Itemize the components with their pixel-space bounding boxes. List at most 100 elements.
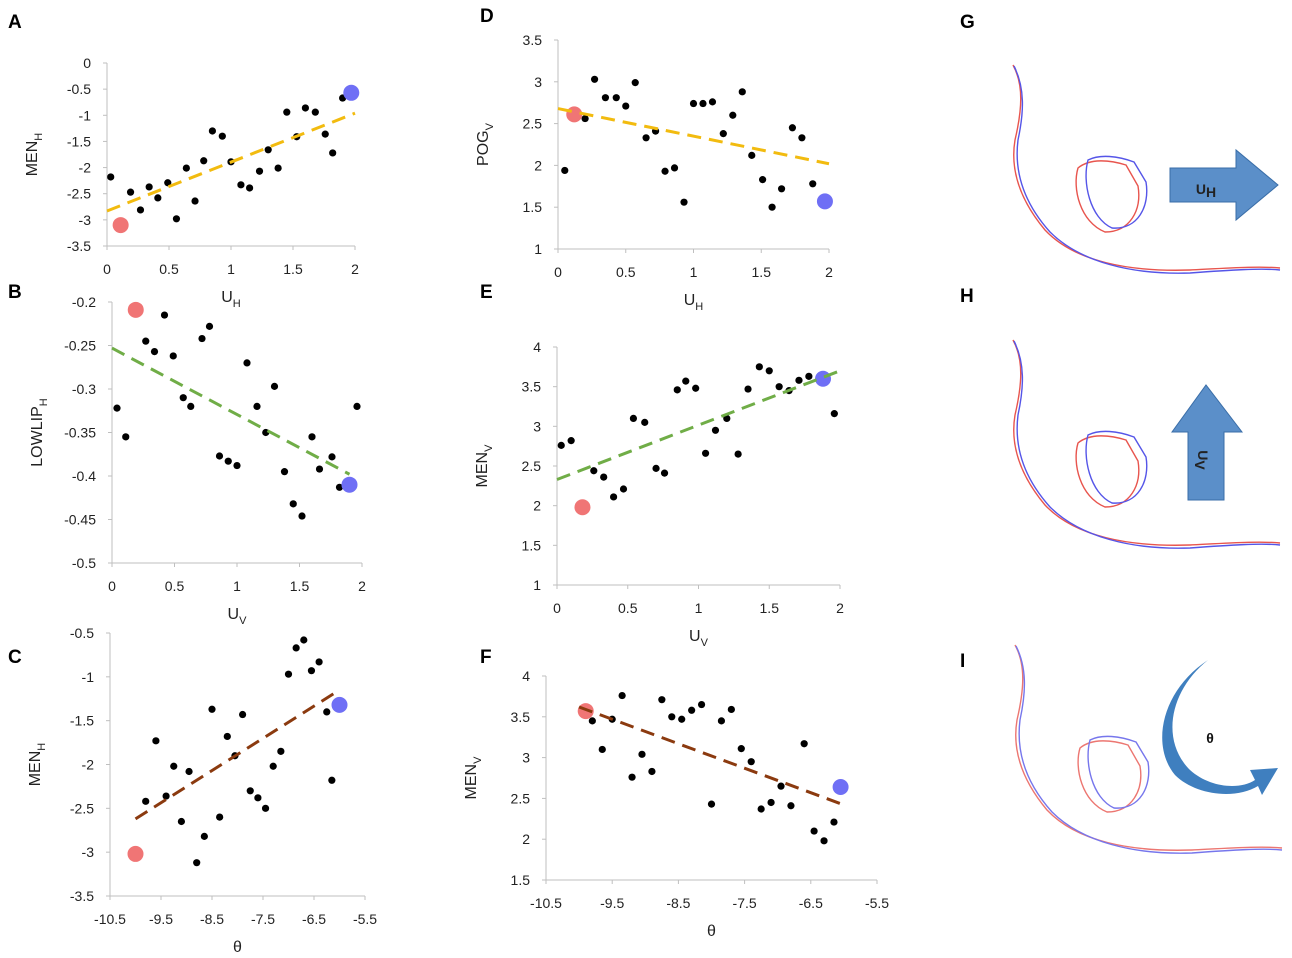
point xyxy=(289,500,297,508)
point xyxy=(798,134,806,142)
x-tick-label: 0 xyxy=(553,600,561,616)
x-tick-label: 1.5 xyxy=(290,578,310,594)
point xyxy=(270,382,279,390)
y-tick-label: -0.5 xyxy=(67,81,91,97)
point xyxy=(775,383,783,391)
x-axis-label: UH xyxy=(221,289,241,310)
y-axis-label: MENV xyxy=(474,444,495,488)
x-axis-label-main: θ xyxy=(233,939,242,956)
point xyxy=(768,203,776,211)
point xyxy=(717,717,726,725)
point xyxy=(748,151,756,159)
point xyxy=(152,737,160,745)
point xyxy=(274,164,282,172)
point xyxy=(154,194,162,202)
point xyxy=(692,384,700,392)
y-tick-label: 3 xyxy=(522,750,530,766)
point xyxy=(150,347,159,356)
point xyxy=(557,441,565,449)
y-tick-label: -3.5 xyxy=(70,888,94,904)
point xyxy=(701,449,710,457)
point xyxy=(767,798,775,807)
point xyxy=(223,732,231,741)
point xyxy=(246,184,254,192)
y-tick-label: 1.5 xyxy=(511,872,531,888)
panel-label: E xyxy=(480,282,493,303)
point xyxy=(648,767,656,776)
x-tick-label: -9.5 xyxy=(149,911,173,927)
y-tick-label: 3.5 xyxy=(522,379,542,395)
point xyxy=(642,134,650,142)
point xyxy=(658,696,666,704)
arrow-label-main: U xyxy=(1195,450,1211,460)
point xyxy=(127,301,144,318)
y-tick-label: -3 xyxy=(79,212,92,228)
panel-label: I xyxy=(960,651,965,672)
panel-label: D xyxy=(480,6,494,27)
point xyxy=(261,804,270,812)
x-axis-label-main: θ xyxy=(707,923,716,940)
y-tick-label: 2.5 xyxy=(523,116,543,132)
point xyxy=(670,164,679,172)
point xyxy=(723,414,731,422)
point xyxy=(328,453,336,461)
arrow-uh xyxy=(1169,148,1279,222)
x-tick-label: -10.5 xyxy=(94,911,126,927)
point xyxy=(218,132,226,140)
point xyxy=(590,467,598,475)
point xyxy=(328,776,336,784)
y-axis-label-sub: V xyxy=(484,122,496,130)
x-tick-label: -6.5 xyxy=(799,895,823,911)
point xyxy=(638,750,646,758)
point xyxy=(198,334,206,343)
point xyxy=(255,167,264,175)
y-tick-label: 3 xyxy=(534,74,542,90)
point xyxy=(815,370,832,387)
point xyxy=(680,198,688,206)
x-axis-label-sub: V xyxy=(239,615,247,627)
point xyxy=(187,402,195,410)
tongue-h xyxy=(1012,339,1281,549)
trendline xyxy=(106,111,356,213)
point xyxy=(678,715,686,723)
point xyxy=(610,493,618,501)
y-tick-label: -0.5 xyxy=(72,555,96,571)
point xyxy=(177,817,185,826)
y-axis-label: MENH xyxy=(27,743,48,787)
point xyxy=(738,88,746,96)
point xyxy=(719,130,727,138)
point xyxy=(682,377,690,385)
point xyxy=(777,782,785,790)
x-axis-label-sub: H xyxy=(233,298,241,310)
scatter-panel: C -0.5 -1 -1.5 -2 -2.5 -3 -3.5-10.5 -9.5 -8.5 -7.5… xyxy=(8,625,377,956)
point xyxy=(122,433,130,441)
y-tick-label: 2.5 xyxy=(522,458,542,474)
y-tick-label: -2 xyxy=(79,160,92,176)
y-axis-label-main: MEN xyxy=(24,141,41,177)
point xyxy=(254,794,262,802)
point xyxy=(185,767,193,776)
point xyxy=(264,146,272,154)
scatter-panel: F 1.5 2 2.5 3 3.5 4 -10.5 -9.5 -8.5 -7.5 -6.5 -5.5 θ M… xyxy=(463,647,889,940)
point xyxy=(727,705,735,714)
y-tick-label: 3.5 xyxy=(523,32,543,48)
y-tick-label: 2 xyxy=(533,498,541,514)
point xyxy=(233,461,241,470)
y-tick-label: 2 xyxy=(522,831,530,847)
x-tick-label: 0 xyxy=(554,264,562,280)
point xyxy=(308,433,316,441)
point xyxy=(298,512,306,520)
point xyxy=(280,468,289,476)
y-tick-label: -1.5 xyxy=(70,713,94,729)
x-axis-label-main: U xyxy=(221,289,233,306)
point xyxy=(765,367,773,375)
x-tick-label: 1 xyxy=(233,578,241,594)
point xyxy=(246,787,254,795)
point xyxy=(126,188,135,196)
point xyxy=(618,691,626,700)
y-tick-label: -0.25 xyxy=(64,338,96,354)
point xyxy=(164,179,172,187)
x-tick-label: -8.5 xyxy=(200,911,224,927)
